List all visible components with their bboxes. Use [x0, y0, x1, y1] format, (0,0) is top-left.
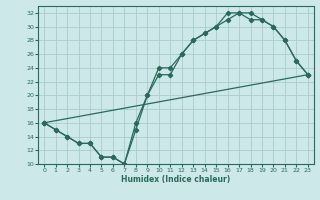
X-axis label: Humidex (Indice chaleur): Humidex (Indice chaleur) [121, 175, 231, 184]
